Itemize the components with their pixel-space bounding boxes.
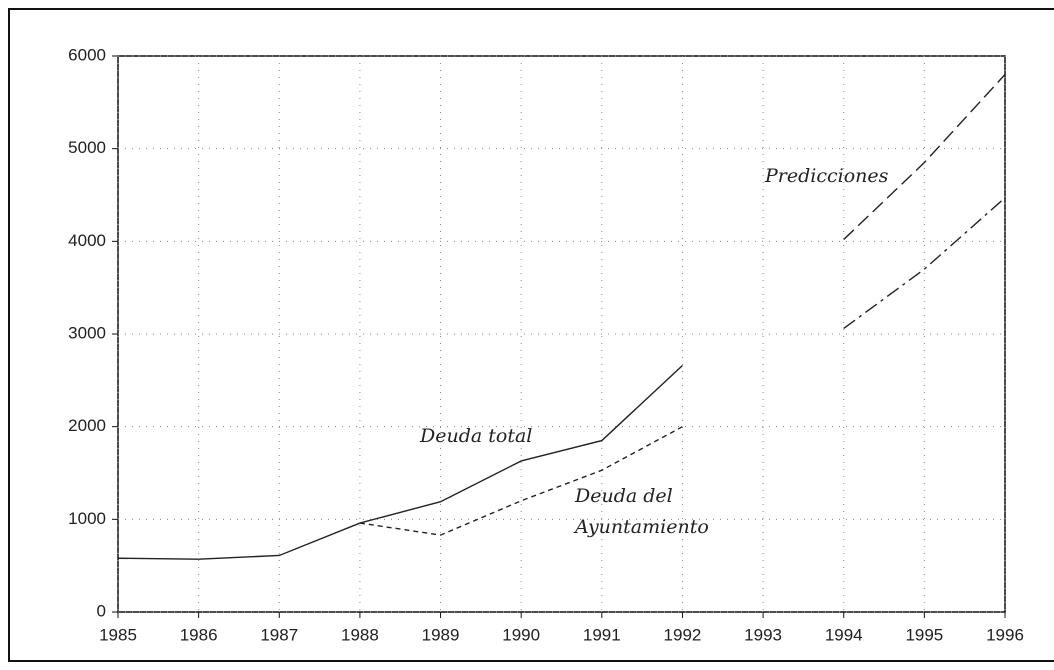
outer-frame (8, 8, 1054, 662)
y-tick-label: 6000 (68, 45, 106, 64)
x-tick-label: 1988 (341, 625, 379, 644)
x-tick-label: 1995 (905, 625, 943, 644)
series-line (843, 197, 1006, 330)
annotation: Deuda total (419, 425, 532, 447)
series-line (843, 74, 1006, 240)
annotation: Ayuntamiento (573, 516, 709, 538)
x-tick-label: 1993 (744, 625, 782, 644)
x-tick-label: 1987 (260, 625, 298, 644)
series-line (359, 426, 683, 536)
annotation: Predicciones (764, 165, 889, 187)
annotation: Deuda del (574, 485, 673, 507)
x-tick-label: 1989 (422, 625, 460, 644)
x-tick-label: 1986 (180, 625, 218, 644)
y-tick-label: 2000 (68, 416, 106, 435)
x-tick-label: 1985 (99, 625, 137, 644)
y-tick-label: 4000 (68, 231, 106, 250)
y-tick-label: 0 (97, 601, 106, 620)
x-tick-label: 1996 (986, 625, 1024, 644)
x-tick-label: 1994 (825, 625, 863, 644)
y-tick-label: 5000 (68, 138, 106, 157)
x-tick-label: 1991 (583, 625, 621, 644)
y-tick-label: 1000 (68, 509, 106, 528)
series-line (117, 364, 683, 560)
x-tick-label: 1992 (664, 625, 702, 644)
x-tick-label: 1990 (502, 625, 540, 644)
y-tick-label: 3000 (68, 323, 106, 342)
